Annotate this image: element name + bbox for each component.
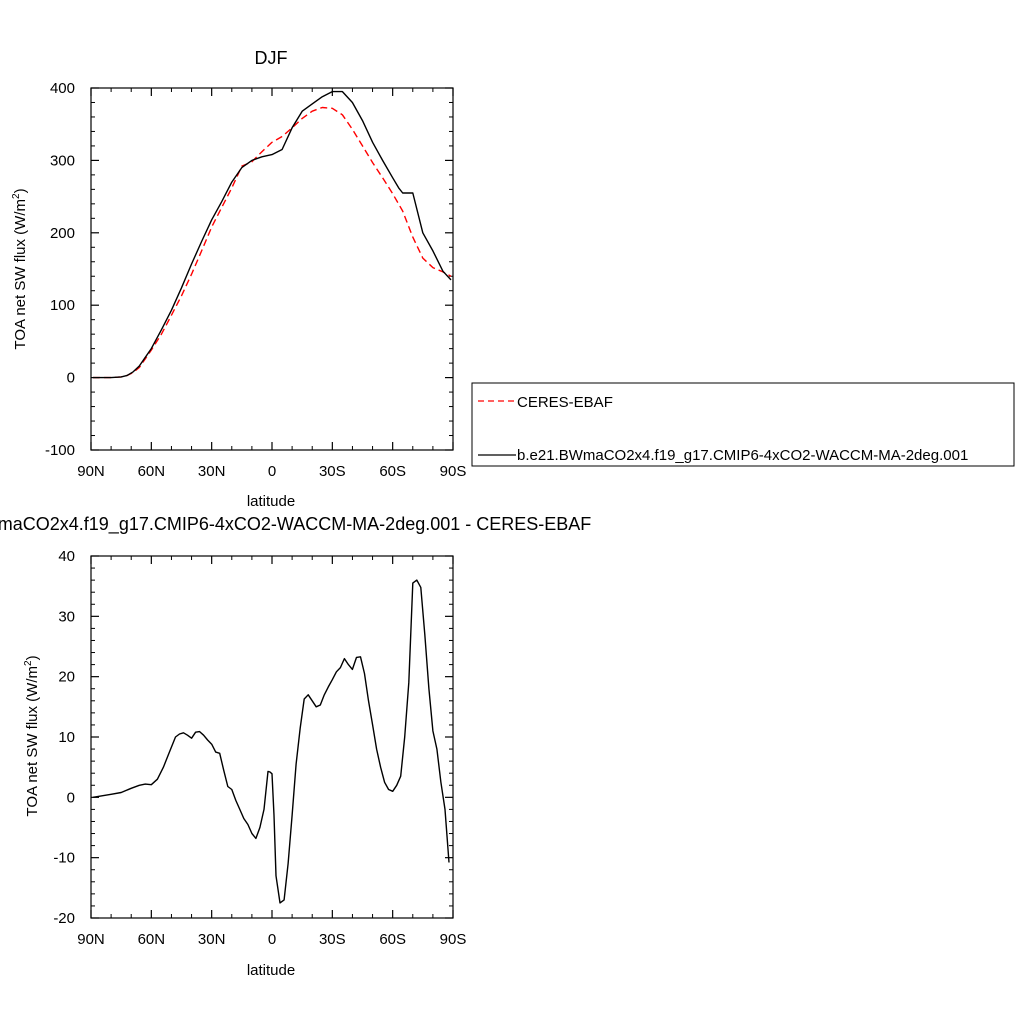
top-chart-ytick-label: 400: [50, 80, 75, 97]
bottom-chart-xtick-label: 30S: [319, 931, 346, 948]
bottom-chart-ytick-label: -10: [53, 850, 75, 867]
top-chart-ytick-label: 200: [50, 225, 75, 242]
top-chart-ytick-label: 0: [67, 370, 75, 387]
bottom-chart-ytick-label: 30: [58, 608, 75, 625]
top-chart-title: DJF: [255, 48, 288, 68]
legend-label-ceres: CERES-EBAF: [517, 394, 613, 411]
legend: CERES-EBAF b.e21.BWmaCO2x4.f19_g17.CMIP6…: [471, 382, 1015, 467]
top-chart-panel: DJF 90N 60N 30N 0 30S 60S 90S -100 0 100 200 300 400…: [11, 48, 466, 510]
top-chart-series-line-1: [93, 90, 452, 379]
bottom-chart-panel: b.e21.BWmaCO2x4.f19_g17.CMIP6-4xCO2-WACC…: [0, 514, 591, 979]
top-chart-ytick-label: -100: [45, 442, 75, 459]
top-chart-xtick-label: 30S: [319, 463, 346, 480]
bottom-chart-ytick-label: 40: [58, 548, 75, 565]
bottom-chart-ytick-label: -20: [53, 910, 75, 927]
bottom-chart-title: b.e21.BWmaCO2x4.f19_g17.CMIP6-4xCO2-WACC…: [0, 514, 591, 535]
bottom-chart-xtick-label: 30N: [198, 931, 226, 948]
bottom-chart-plot-frame: [90, 555, 454, 919]
bottom-chart-ytick-label: 10: [58, 729, 75, 746]
top-chart-ytick-label: 300: [50, 152, 75, 169]
bottom-chart-xlabel: latitude: [247, 962, 295, 979]
top-chart-xtick-label: 90S: [440, 463, 467, 480]
legend-label-model: b.e21.BWmaCO2x4.f19_g17.CMIP6-4xCO2-WACC…: [517, 447, 968, 464]
top-chart-xtick-label: 60N: [138, 463, 166, 480]
top-chart-series-line-0: [93, 106, 452, 379]
bottom-chart-xtick-label: 90N: [77, 931, 105, 948]
bottom-chart-ytick-label: 20: [58, 669, 75, 686]
bottom-chart-xtick-label: 0: [268, 931, 276, 948]
bottom-chart-xtick-label: 90S: [440, 931, 467, 948]
bottom-chart-ytick-label: 0: [67, 789, 75, 806]
top-chart-ylabel: TOA net SW flux (W/m2): [11, 188, 29, 349]
top-chart-xtick-label: 60S: [379, 463, 406, 480]
top-chart-xtick-label: 90N: [77, 463, 105, 480]
top-chart-ytick-label: 100: [50, 297, 75, 314]
top-chart-xlabel: latitude: [247, 493, 295, 510]
bottom-chart-xtick-label: 60N: [138, 931, 166, 948]
bottom-chart-series-line-0: [92, 579, 450, 904]
legend-box: [471, 382, 1015, 467]
bottom-chart-ylabel: TOA net SW flux (W/m2): [23, 655, 41, 816]
top-chart-xtick-label: 0: [268, 463, 276, 480]
top-chart-xtick-label: 30N: [198, 463, 226, 480]
bottom-chart-xtick-label: 60S: [379, 931, 406, 948]
